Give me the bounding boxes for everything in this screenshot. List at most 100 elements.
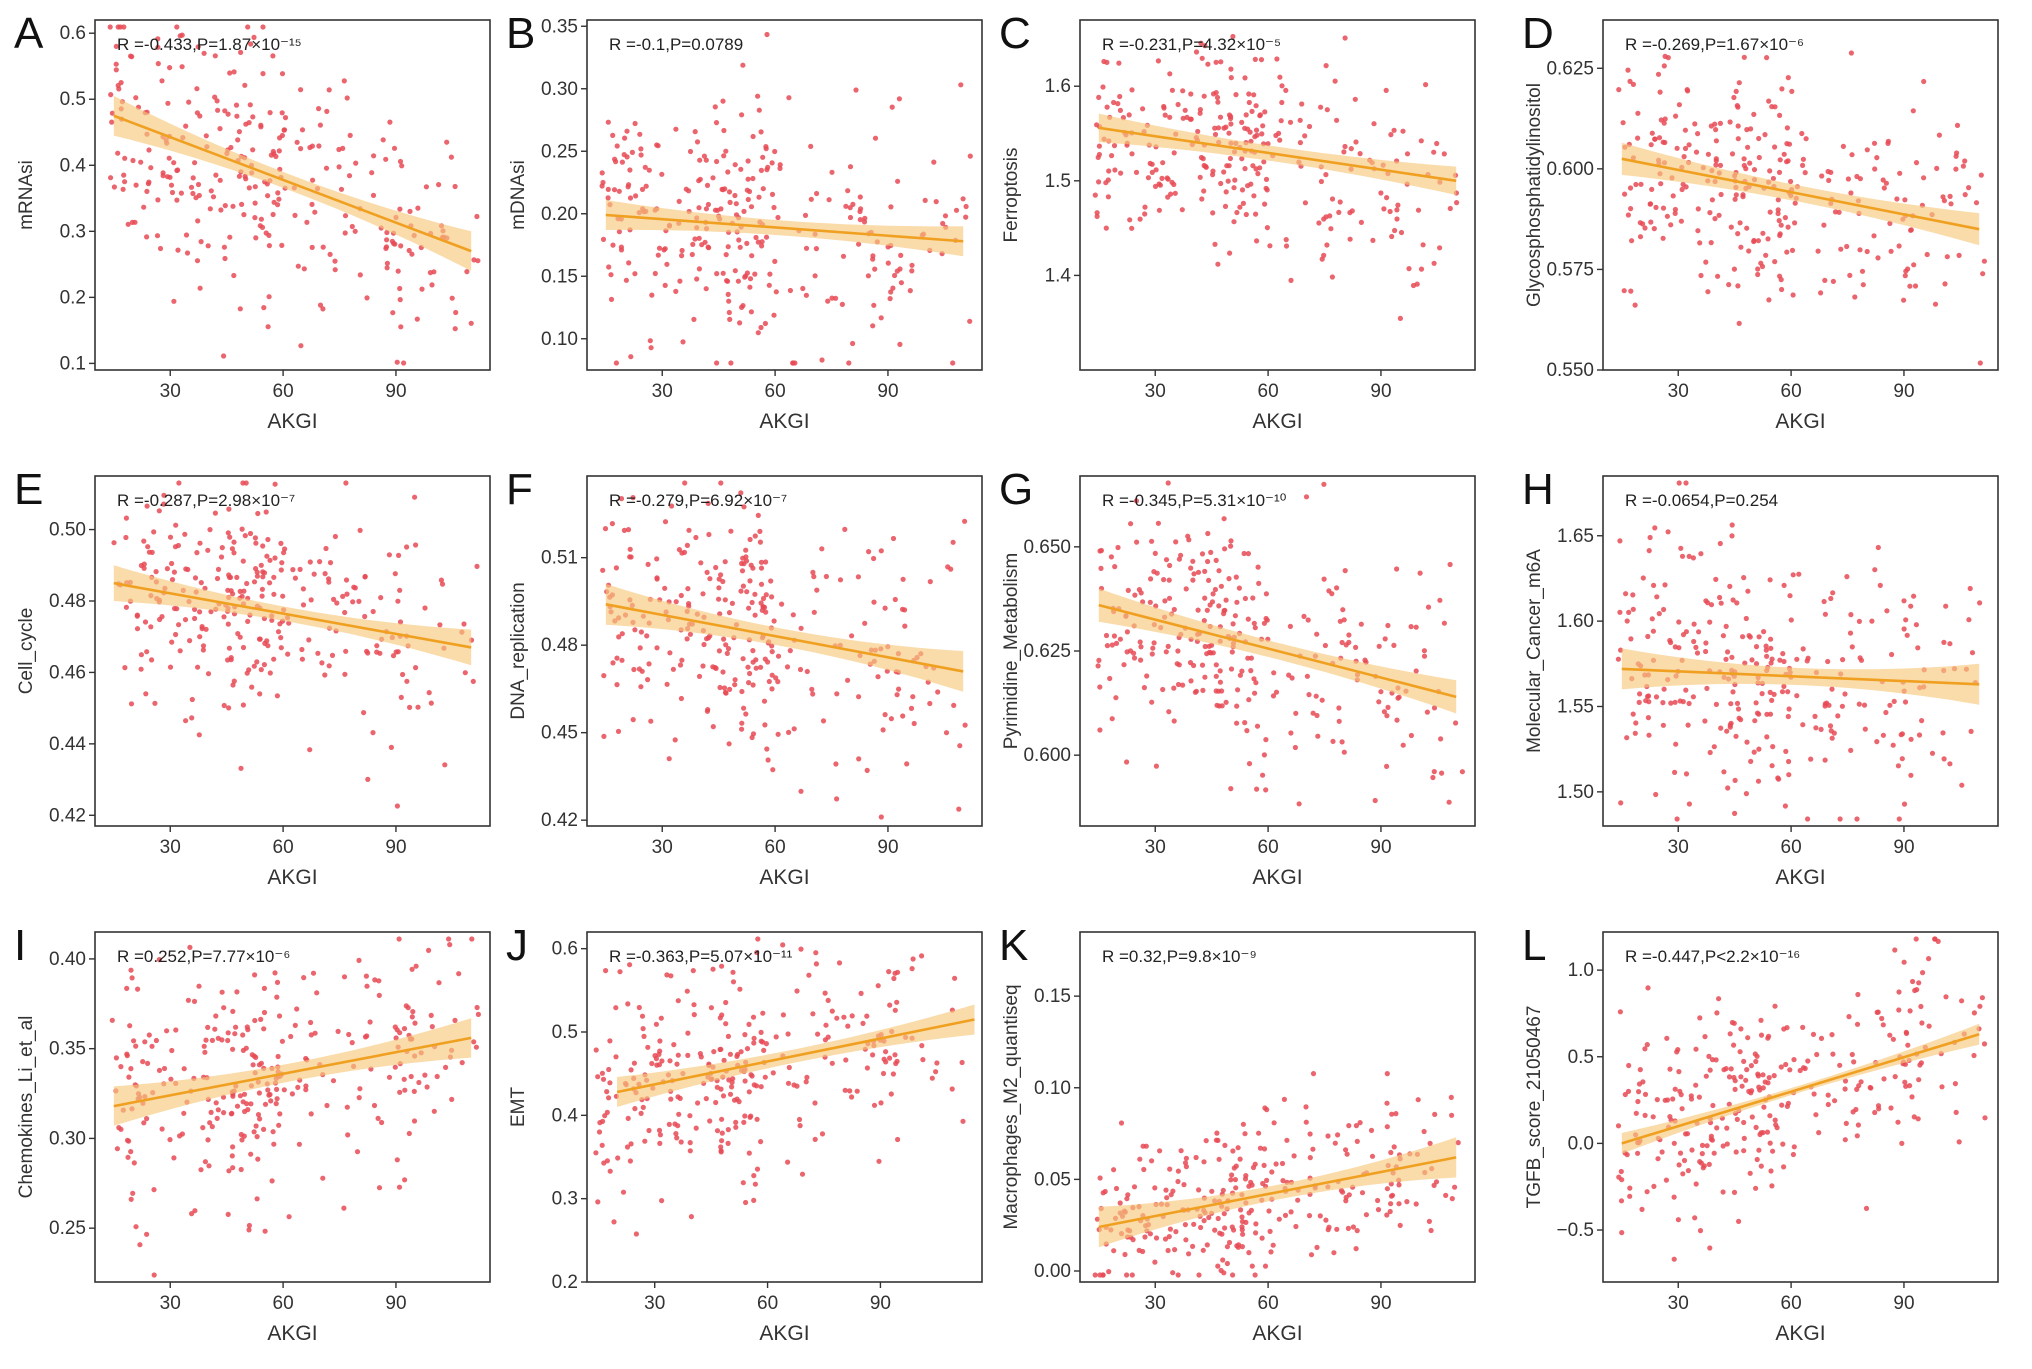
y-tick-label: 0.25 — [541, 141, 578, 162]
data-point — [1215, 261, 1221, 267]
data-point — [812, 1136, 818, 1142]
data-point — [1758, 1017, 1764, 1023]
data-point — [409, 966, 415, 972]
data-point — [155, 44, 161, 50]
data-point — [1902, 699, 1909, 705]
x-axis-label: AKGI — [759, 866, 809, 889]
x-tick-label: 60 — [765, 837, 786, 858]
data-point — [1195, 569, 1202, 575]
data-point — [212, 1026, 218, 1032]
data-point — [1175, 1272, 1181, 1278]
data-point — [1683, 480, 1689, 486]
data-point — [379, 1119, 385, 1126]
data-point — [696, 205, 702, 211]
data-point — [1756, 1147, 1762, 1153]
data-point — [1775, 207, 1781, 213]
data-point — [298, 146, 304, 152]
data-point — [857, 217, 863, 223]
data-point — [763, 592, 769, 598]
data-point — [1097, 1175, 1103, 1181]
data-point — [1745, 588, 1751, 594]
data-point — [1303, 1104, 1309, 1110]
data-point — [689, 251, 695, 258]
data-point — [1220, 1257, 1226, 1263]
data-point — [1205, 61, 1211, 67]
data-point — [1676, 1162, 1682, 1168]
data-point — [306, 637, 312, 643]
data-point — [1208, 650, 1214, 656]
data-point — [221, 244, 227, 250]
data-point — [1286, 672, 1292, 678]
data-point — [298, 343, 304, 349]
regression-line — [1621, 667, 1980, 686]
data-point — [1840, 657, 1846, 663]
data-point — [1274, 56, 1280, 62]
data-point — [1232, 613, 1238, 619]
data-point — [146, 147, 152, 153]
data-point — [237, 1093, 243, 1099]
data-point — [1732, 777, 1738, 783]
data-point — [1757, 1131, 1763, 1138]
data-point — [1118, 170, 1124, 176]
data-point — [1675, 1047, 1681, 1053]
data-point — [593, 1150, 599, 1156]
data-point — [1145, 175, 1151, 181]
data-point — [1962, 158, 1968, 164]
y-tick-label: 0.15 — [541, 266, 578, 287]
data-point — [1231, 219, 1237, 225]
data-point — [122, 179, 128, 185]
data-point — [1849, 152, 1855, 158]
y-tick-label: 0.625 — [1023, 641, 1071, 662]
data-point — [1777, 231, 1783, 237]
data-point — [149, 657, 155, 663]
data-point — [323, 165, 330, 171]
data-point — [386, 552, 392, 558]
data-point — [1676, 645, 1682, 651]
data-point — [1389, 1192, 1396, 1198]
data-point — [1881, 1076, 1887, 1082]
data-point — [1650, 628, 1656, 634]
data-point — [1239, 1219, 1246, 1225]
data-point — [258, 1060, 264, 1066]
data-point — [1242, 1131, 1248, 1137]
data-point — [426, 690, 432, 696]
data-point — [900, 576, 906, 582]
data-point — [267, 580, 273, 586]
data-point — [1188, 91, 1194, 97]
data-point — [311, 571, 317, 577]
data-point — [1133, 169, 1140, 175]
data-point — [273, 1101, 279, 1107]
data-point — [1628, 288, 1634, 294]
data-point — [259, 586, 265, 592]
data-point — [124, 985, 130, 991]
data-point — [1227, 155, 1233, 162]
data-point — [1253, 1230, 1259, 1236]
data-point — [1953, 1109, 1959, 1115]
data-point — [1394, 717, 1400, 723]
data-point — [107, 24, 113, 30]
data-point — [674, 1061, 680, 1067]
x-tick-label: 30 — [652, 381, 673, 402]
data-point — [1862, 726, 1868, 732]
data-point — [251, 579, 258, 585]
data-point — [856, 756, 862, 762]
data-point — [1264, 187, 1270, 193]
data-point — [1384, 1100, 1390, 1106]
data-point — [330, 1078, 337, 1084]
data-point — [803, 245, 810, 251]
data-point — [927, 700, 933, 707]
data-point — [1117, 1200, 1123, 1206]
data-point — [1204, 607, 1210, 613]
data-point — [611, 1219, 617, 1225]
data-point — [1772, 1117, 1778, 1123]
data-point — [260, 71, 266, 77]
data-point — [338, 186, 345, 192]
data-point — [1786, 141, 1793, 147]
data-point — [754, 1116, 760, 1122]
data-point — [1635, 135, 1641, 141]
data-point — [397, 1089, 403, 1095]
data-point — [704, 182, 711, 188]
data-point — [1890, 1036, 1896, 1042]
data-point — [1708, 602, 1715, 608]
data-point — [281, 1087, 287, 1093]
